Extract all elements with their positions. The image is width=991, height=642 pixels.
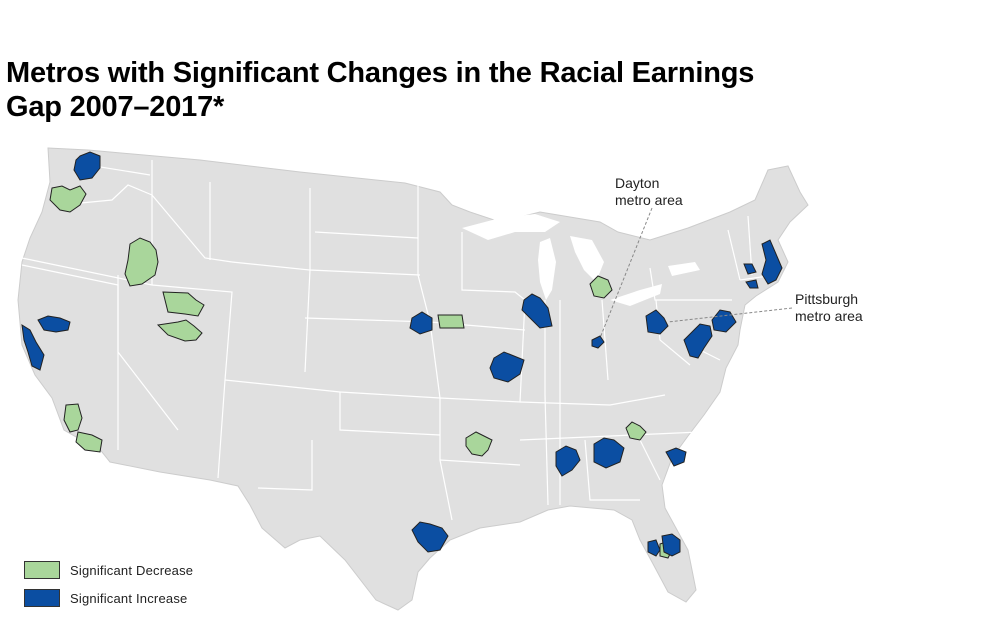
lake-huron	[570, 236, 604, 282]
pittsburgh-callout: Pittsburgh metro area	[795, 291, 863, 325]
map-title-line-1: Metros with Significant Changes in the R…	[6, 57, 755, 89]
metro-columbia-sc	[665, 447, 687, 467]
legend-swatch-decrease	[24, 561, 60, 579]
dayton-callout: Dayton metro area	[615, 175, 683, 209]
metro-portland-or	[49, 185, 87, 213]
metro-boston	[761, 239, 783, 285]
metro-providence	[745, 279, 759, 289]
pittsburgh-callout-line-2: metro area	[795, 308, 863, 324]
metro-des-moines	[409, 311, 433, 335]
metro-sf-bay	[21, 324, 45, 371]
dayton-callout-line-2: metro area	[615, 192, 683, 208]
metro-chicago	[521, 293, 553, 329]
metro-st-louis	[489, 351, 525, 383]
metro-seattle	[73, 151, 101, 181]
dayton-leader-line	[599, 207, 653, 339]
metro-greenville-sc	[625, 421, 647, 441]
metro-orlando	[661, 533, 681, 557]
metro-sacramento	[37, 315, 71, 333]
metro-houston	[411, 521, 449, 553]
us-land-mass	[17, 147, 809, 611]
metro-grand-rapids	[589, 275, 613, 299]
metro-baltimore-washington	[683, 323, 713, 359]
legend-swatch-increase	[24, 589, 60, 607]
great-lakes	[462, 214, 700, 306]
metro-omaha	[437, 314, 465, 329]
metro-little-rock	[465, 431, 493, 457]
metro-salt-lake-city	[162, 291, 205, 317]
callout-lines	[599, 207, 793, 339]
metro-dayton	[591, 335, 605, 349]
legend-label-decrease: Significant Decrease	[70, 562, 194, 578]
metro-pittsburgh	[645, 309, 669, 335]
lake-superior	[462, 214, 560, 240]
metro-bakersfield	[63, 403, 83, 433]
dayton-callout-line-1: Dayton	[615, 175, 660, 191]
metro-los-angeles	[75, 431, 103, 453]
legend-item-decrease: Significant Decrease	[24, 560, 193, 580]
metro-boise	[124, 237, 159, 287]
metro-birmingham	[555, 445, 581, 477]
metro-tampa-bay	[647, 539, 661, 557]
metro-atlanta	[593, 437, 625, 469]
map-title: Metros with Significant Changes in the R…	[6, 56, 906, 124]
metro-provo	[156, 319, 203, 342]
legend: Significant Decrease Significant Increas…	[24, 560, 193, 616]
legend-label-increase: Significant Increase	[70, 590, 188, 606]
map-title-line-2: Gap 2007–2017*	[6, 91, 225, 123]
metros-decrease	[49, 185, 673, 559]
lake-ontario	[668, 262, 700, 276]
metros-increase	[21, 151, 783, 557]
legend-item-increase: Significant Increase	[24, 588, 193, 608]
lake-michigan	[538, 238, 556, 300]
lake-erie	[610, 284, 662, 306]
pittsburgh-callout-line-1: Pittsburgh	[795, 291, 859, 307]
pittsburgh-leader-line	[667, 307, 793, 323]
metro-hartford	[743, 263, 757, 275]
